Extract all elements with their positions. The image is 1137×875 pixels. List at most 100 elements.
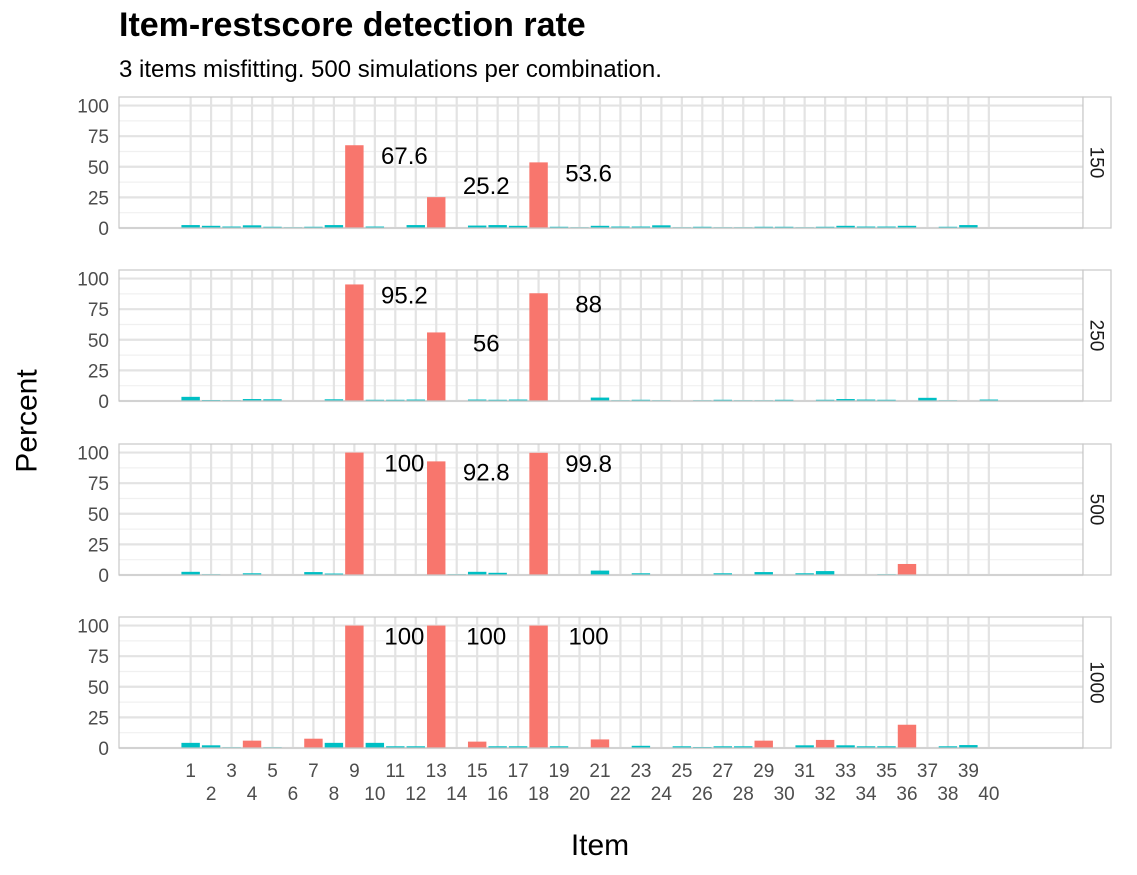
data-label-item-9: 100 — [384, 451, 424, 478]
bar-item-19 — [549, 746, 569, 748]
x-tick-label: 10 — [364, 784, 385, 805]
bar-item-24 — [652, 225, 671, 228]
bar-item-11 — [386, 746, 405, 748]
facet-strip-label: 250 — [1086, 320, 1107, 352]
x-tick-label: 1 — [185, 761, 196, 782]
bar-item-15 — [467, 225, 487, 228]
bar-item-10 — [365, 226, 385, 228]
bar-item-17 — [508, 225, 528, 228]
facet-strip-label: 1000 — [1086, 661, 1107, 703]
bar-item-27 — [713, 573, 732, 575]
bar-item-39 — [959, 745, 978, 748]
facet-strip — [1082, 96, 1112, 229]
bar-item-9 — [345, 452, 364, 575]
bar-item-34 — [856, 399, 876, 401]
x-tick-label: 30 — [774, 784, 795, 805]
bar-item-30 — [774, 226, 794, 228]
bar-item-21 — [590, 739, 610, 748]
y-tick-label: 50 — [88, 331, 109, 352]
facet-strip — [1082, 269, 1112, 402]
x-tick-label: 9 — [349, 761, 360, 782]
bar-item-32 — [815, 226, 835, 228]
bar-item-7 — [304, 738, 323, 748]
bar-item-23 — [631, 573, 651, 575]
y-tick-label: 75 — [88, 300, 109, 321]
x-tick-label: 35 — [876, 761, 897, 782]
facet-strip — [1082, 443, 1112, 576]
bar-item-12 — [406, 225, 425, 228]
bar-item-1 — [181, 225, 200, 228]
bar-item-33 — [836, 399, 855, 401]
y-tick-label: 50 — [88, 158, 109, 179]
bar-item-30 — [774, 399, 794, 401]
y-tick-label: 0 — [98, 392, 109, 413]
bar-item-5 — [263, 226, 282, 228]
bar-item-13 — [427, 461, 446, 575]
bar-item-15 — [467, 571, 487, 575]
y-tick-label: 25 — [88, 535, 109, 556]
x-tick-label: 29 — [753, 761, 774, 782]
bar-item-16 — [488, 225, 507, 228]
x-tick-label: 11 — [385, 761, 405, 782]
bar-item-17 — [508, 746, 528, 748]
bar-item-35 — [877, 226, 896, 228]
bar-item-16 — [488, 746, 507, 748]
bar-item-39 — [959, 225, 978, 228]
bar-item-15 — [467, 741, 487, 748]
x-tick-label: 19 — [548, 761, 569, 782]
bar-item-10 — [365, 399, 385, 401]
bar-item-34 — [856, 226, 876, 228]
bar-item-21 — [590, 397, 610, 401]
bar-item-17 — [508, 399, 528, 401]
bar-item-22 — [611, 226, 630, 228]
x-axis-title: Item — [571, 829, 629, 862]
data-label-item-9: 95.2 — [381, 282, 428, 309]
data-label-item-9: 67.6 — [381, 143, 428, 170]
x-tick-label: 15 — [467, 761, 488, 782]
y-tick-label: 0 — [98, 566, 109, 587]
bar-item-1 — [181, 396, 200, 401]
x-tick-label: 33 — [835, 761, 856, 782]
x-tick-label: 3 — [226, 761, 237, 782]
bar-item-31 — [795, 573, 814, 575]
x-tick-label: 12 — [405, 784, 426, 805]
x-tick-label: 20 — [569, 784, 590, 805]
data-label-item-13: 92.8 — [463, 459, 510, 486]
x-tick-label: 34 — [855, 784, 877, 805]
bar-item-35 — [877, 399, 896, 401]
bar-item-23 — [631, 399, 651, 401]
bar-item-32 — [815, 399, 835, 401]
bar-item-36 — [897, 724, 917, 748]
bar-item-1 — [181, 742, 200, 748]
y-tick-label: 75 — [88, 647, 109, 668]
bar-item-4 — [242, 573, 262, 575]
bar-item-8 — [324, 742, 344, 748]
bar-item-18 — [529, 452, 548, 575]
bar-item-16 — [488, 399, 507, 401]
x-tick-label: 22 — [610, 784, 631, 805]
bar-item-13 — [427, 625, 446, 748]
data-label-item-13: 100 — [466, 624, 506, 651]
bar-item-12 — [406, 399, 425, 401]
bar-item-33 — [836, 745, 855, 748]
bar-item-13 — [427, 332, 446, 401]
bar-item-23 — [631, 745, 651, 748]
bar-item-38 — [938, 226, 958, 228]
data-label-item-9: 100 — [384, 624, 424, 651]
bar-item-16 — [488, 572, 507, 575]
bar-item-4 — [242, 399, 262, 401]
bar-item-9 — [345, 625, 364, 748]
y-axis-title: Percent — [11, 369, 44, 473]
x-tick-label: 18 — [528, 784, 549, 805]
bar-item-38 — [938, 746, 958, 748]
x-tick-label: 36 — [896, 784, 917, 805]
bar-item-28 — [734, 746, 753, 748]
x-tick-label: 27 — [712, 761, 733, 782]
x-tick-label: 14 — [446, 784, 468, 805]
x-tick-label: 24 — [651, 784, 673, 805]
bar-item-9 — [345, 284, 364, 401]
bar-item-8 — [324, 573, 344, 575]
y-tick-label: 75 — [88, 127, 109, 148]
